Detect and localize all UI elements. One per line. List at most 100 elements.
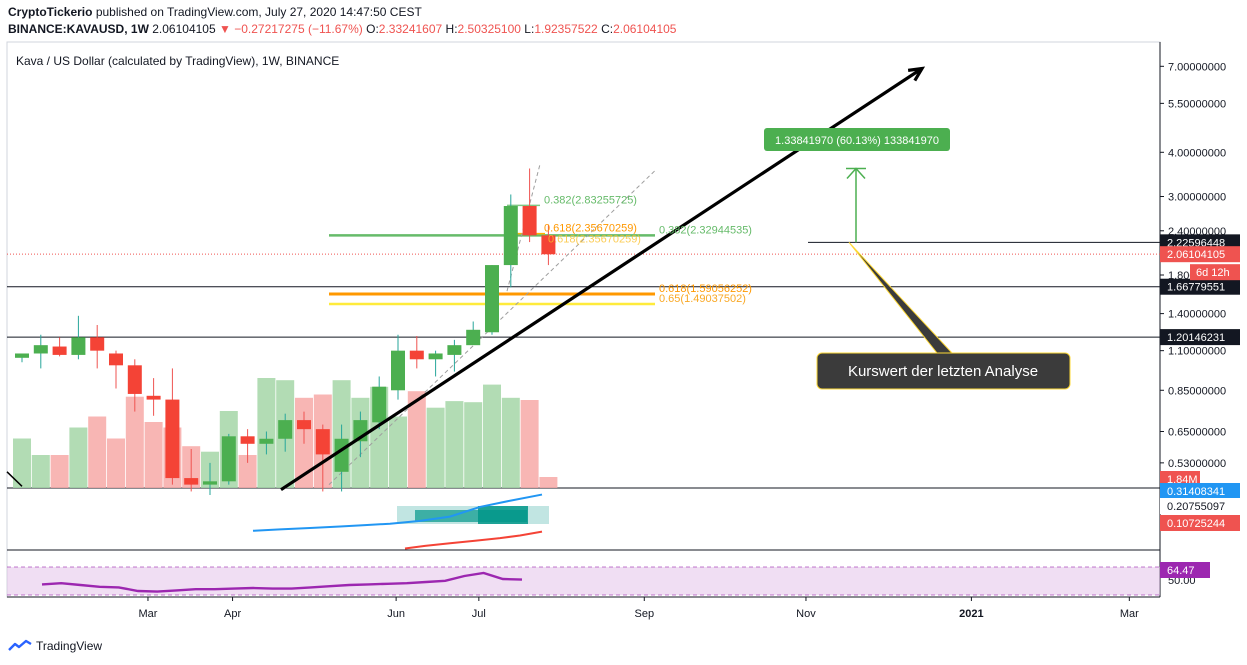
fib-label: 0.382(2.32944535) — [659, 224, 752, 236]
symbol-label: BINANCE:KAVAUSD, 1W — [8, 22, 149, 36]
volume-bar — [238, 455, 257, 488]
volume-bar — [88, 416, 107, 488]
time-tick-label: Jun — [387, 608, 405, 620]
candle-body — [33, 345, 48, 354]
price-tick-label: 0.65000000 — [1168, 426, 1226, 438]
ma-red-badge: 0.10725244 — [1167, 518, 1225, 530]
last-price-badge: 2.06104105 — [1167, 249, 1225, 261]
fib-label: 0.618(1.59056252) — [659, 283, 752, 295]
last-price-badge-bg — [1160, 246, 1240, 263]
trend-arrow-head — [907, 66, 926, 82]
price-tick-label: 0.53000000 — [1168, 458, 1226, 470]
last-price: 2.06104105 — [152, 22, 216, 36]
low-label: L: — [524, 22, 535, 36]
candle-body — [71, 337, 86, 355]
tradingview-logo-icon — [8, 639, 32, 651]
volume-bar — [389, 416, 407, 488]
price-change: −0.27217275 (−11.67%) — [234, 22, 363, 36]
candle-body — [165, 399, 180, 479]
candle-body — [315, 429, 330, 455]
price-chart[interactable]: 0.382(2.83255725) 0.618(2.35670259) 0.382(… — [0, 40, 1247, 640]
candle-body — [90, 337, 105, 351]
volume-bar — [520, 400, 539, 488]
price-tick-label: 0.85000000 — [1168, 385, 1226, 397]
plot-border — [6, 41, 1161, 598]
volume-bar — [539, 477, 558, 488]
time-tick-label: Jul — [472, 608, 486, 620]
level-badge: 1.20146231 — [1167, 332, 1225, 344]
tradingview-footer: TradingView — [8, 639, 102, 653]
countdown-bg — [1190, 264, 1240, 281]
ma-line-blue — [252, 493, 543, 532]
volume-bar — [31, 455, 50, 488]
price-tick-label: 4.00000000 — [1168, 147, 1226, 159]
price-tick-label: 7.00000000 — [1168, 61, 1226, 73]
candle-body — [466, 329, 481, 346]
rsi-badge: 64.47 — [1167, 565, 1195, 577]
candle-body — [522, 206, 537, 236]
candle-body — [127, 365, 142, 394]
candle-body — [259, 438, 274, 444]
fib-label: 0.382(2.83255725) — [544, 194, 637, 206]
fib-label: 0.65(1.49037502) — [659, 293, 746, 305]
rsi-line — [41, 571, 523, 593]
candle-body — [428, 353, 443, 360]
candle-body — [391, 350, 405, 391]
measure-label: 1.33841970 (60.13%) 133841970 — [775, 135, 939, 147]
candle-body — [334, 438, 349, 472]
open-label: O: — [366, 22, 379, 36]
price-tick-label: 5.50000000 — [1168, 98, 1226, 110]
candle-body — [485, 265, 499, 333]
measure-label-box — [764, 128, 950, 151]
candle-body — [409, 350, 424, 360]
callout-text: Kurswert der letzten Analyse — [848, 363, 1038, 380]
tradingview-brand: TradingView — [36, 639, 103, 653]
callout-box — [816, 352, 1071, 390]
candle-body — [297, 420, 311, 430]
fib-label-overlap: 0.618(2.35670259) — [548, 234, 641, 246]
countdown-label: 6d 12h — [1196, 267, 1230, 279]
candle-body — [278, 420, 293, 439]
volume-bar — [50, 455, 69, 488]
time-tick-label: Apr — [224, 608, 241, 620]
candle-body — [146, 395, 161, 400]
ma-blue-badge-bg — [1160, 483, 1240, 499]
ma-mid-label-bg — [1160, 498, 1240, 514]
candle-body — [109, 353, 123, 366]
open-value: 2.33241607 — [378, 22, 443, 36]
time-tick-label: Nov — [796, 608, 816, 620]
level-badge-bg — [1160, 329, 1240, 346]
time-tick-label: Sep — [634, 608, 654, 620]
volume-bar — [13, 438, 31, 488]
volume-bar — [464, 402, 483, 488]
publish-line: CryptoTickerio published on TradingView.… — [8, 5, 422, 19]
level-badge-bg — [1160, 278, 1240, 295]
level-badge: 1.66779551 — [1167, 282, 1225, 294]
volume-bar — [144, 422, 163, 488]
candle-body — [447, 345, 462, 355]
high-value: 2.50325100 — [457, 22, 521, 36]
publisher-name: CryptoTickerio — [8, 5, 93, 19]
volume-bar — [69, 427, 88, 488]
rsi-badge-bg — [1160, 562, 1210, 578]
chart-title: Kava / US Dollar (calculated by TradingV… — [16, 54, 339, 68]
candle-body — [541, 235, 556, 255]
candle-body — [203, 481, 217, 485]
fib-label: 0.618(2.35670259) — [544, 223, 637, 235]
candle-body — [15, 353, 29, 358]
close-label: C: — [601, 22, 614, 36]
ma-histogram — [478, 506, 528, 524]
low-value: 1.92357522 — [534, 22, 598, 36]
price-tick-label: 1.10000000 — [1168, 346, 1226, 358]
price-tick-label: 3.00000000 — [1168, 192, 1226, 204]
candle-body — [372, 386, 387, 423]
close-value: 2.06104105 — [613, 22, 677, 36]
symbol-line: BINANCE:KAVAUSD, 1W 2.06104105 ▼ −0.2721… — [8, 22, 676, 36]
high-label: H: — [445, 22, 458, 36]
time-tick-label: Mar — [138, 608, 157, 620]
candle-body — [184, 478, 199, 485]
time-tick-label: 2021 — [959, 608, 983, 620]
callout-pointer — [848, 242, 954, 354]
candle-body — [240, 436, 255, 444]
time-tick-label: Mar — [1120, 608, 1139, 620]
